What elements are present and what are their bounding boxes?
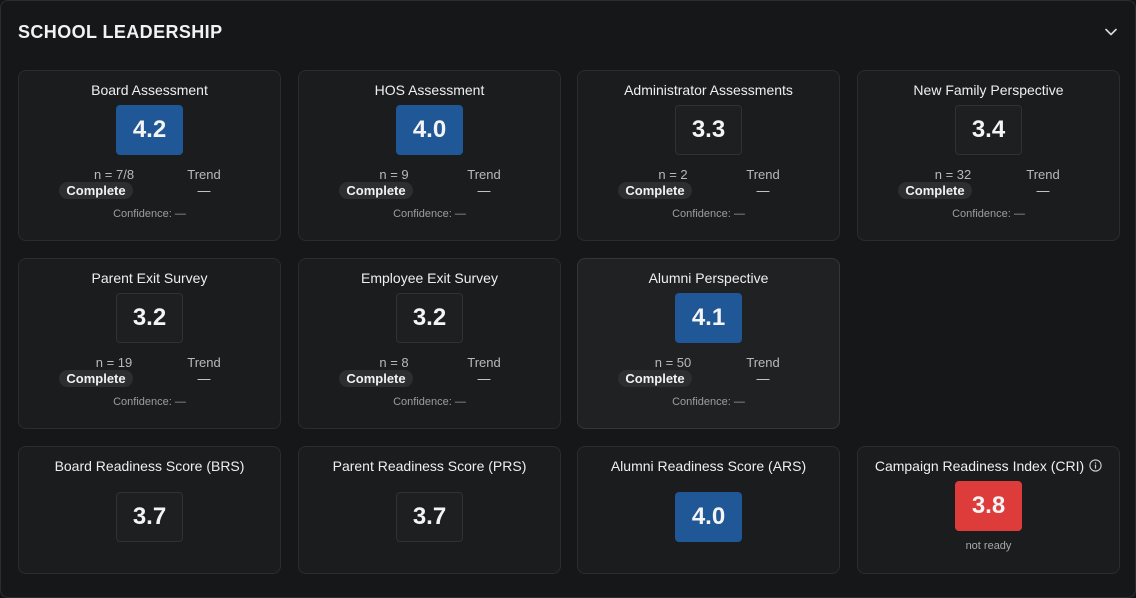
card-title: New Family Perspective <box>913 82 1064 98</box>
trend-value: — <box>197 183 211 198</box>
metric-card-hos-assessment[interactable]: HOS Assessment 4.0 n = 9 Trend Complete … <box>298 70 561 241</box>
readiness-card-prs[interactable]: Parent Readiness Score (PRS) 3.7 <box>298 446 561 574</box>
metric-card-alumni-perspective[interactable]: Alumni Perspective 4.1 n = 50 Trend Comp… <box>577 258 840 429</box>
card-title-row: Campaign Readiness Index (CRI) <box>858 458 1119 474</box>
card-title: Campaign Readiness Index (CRI) <box>874 458 1085 474</box>
sample-size: n = 50 <box>654 355 692 370</box>
score-badge: 4.0 <box>675 492 742 542</box>
trend-label: Trend <box>746 167 780 182</box>
score-badge: 3.2 <box>396 293 463 343</box>
trend-label: Trend <box>746 355 780 370</box>
sample-size: n = 8 <box>379 355 409 370</box>
readiness-status: not ready <box>965 540 1012 552</box>
card-title: Board Assessment <box>91 82 208 98</box>
trend-value: — <box>756 183 770 198</box>
trend-label: Trend <box>187 167 221 182</box>
confidence-label: Confidence: — <box>113 208 186 220</box>
confidence-label: Confidence: — <box>393 208 466 220</box>
card-title: Board Readiness Score (BRS) <box>54 458 245 474</box>
collapse-button[interactable] <box>1102 23 1120 41</box>
status-badge: Complete <box>618 370 692 387</box>
score-badge: 3.2 <box>116 293 183 343</box>
info-icon[interactable] <box>1089 459 1102 472</box>
confidence-label: Confidence: — <box>113 396 186 408</box>
score-badge: 3.3 <box>675 105 742 155</box>
sample-size: n = 19 <box>95 355 133 370</box>
score-badge: 4.0 <box>396 105 463 155</box>
sample-size: n = 2 <box>658 167 688 182</box>
trend-label: Trend <box>467 355 501 370</box>
status-badge: Complete <box>618 182 692 199</box>
trend-value: — <box>1036 183 1050 198</box>
status-badge: Complete <box>898 182 972 199</box>
sample-size: n = 7/8 <box>93 167 135 182</box>
trend-label: Trend <box>1026 167 1060 182</box>
metric-card-employee-exit-survey[interactable]: Employee Exit Survey 3.2 n = 8 Trend Com… <box>298 258 561 429</box>
trend-value: — <box>756 371 770 386</box>
score-badge: 4.2 <box>116 105 183 155</box>
score-badge: 3.7 <box>116 492 183 542</box>
card-title: Parent Readiness Score (PRS) <box>332 458 527 474</box>
card-title: Alumni Readiness Score (ARS) <box>610 458 807 474</box>
score-badge: 4.1 <box>675 293 742 343</box>
metric-card-parent-exit-survey[interactable]: Parent Exit Survey 3.2 n = 19 Trend Comp… <box>18 258 281 429</box>
card-title: HOS Assessment <box>374 82 485 98</box>
confidence-label: Confidence: — <box>952 208 1025 220</box>
readiness-card-ars[interactable]: Alumni Readiness Score (ARS) 4.0 <box>577 446 840 574</box>
readiness-card-cri[interactable]: Campaign Readiness Index (CRI) 3.8 not r… <box>857 446 1120 574</box>
chevron-down-icon <box>1105 28 1117 36</box>
score-badge: 3.4 <box>955 105 1022 155</box>
panel-title: SCHOOL LEADERSHIP <box>18 22 223 42</box>
card-title: Alumni Perspective <box>648 270 769 286</box>
trend-value: — <box>477 371 491 386</box>
confidence-label: Confidence: — <box>672 208 745 220</box>
sample-size: n = 32 <box>934 167 972 182</box>
status-badge: Complete <box>339 182 413 199</box>
confidence-label: Confidence: — <box>393 396 466 408</box>
card-title: Parent Exit Survey <box>91 270 208 286</box>
trend-value: — <box>197 371 211 386</box>
card-title: Employee Exit Survey <box>361 270 498 286</box>
metric-card-board-assessment[interactable]: Board Assessment 4.2 n = 7/8 Trend Compl… <box>18 70 281 241</box>
confidence-label: Confidence: — <box>672 396 745 408</box>
trend-value: — <box>477 183 491 198</box>
metric-card-new-family-perspective[interactable]: New Family Perspective 3.4 n = 32 Trend … <box>857 70 1120 241</box>
status-badge: Complete <box>339 370 413 387</box>
readiness-card-brs[interactable]: Board Readiness Score (BRS) 3.7 <box>18 446 281 574</box>
trend-label: Trend <box>467 167 501 182</box>
metric-card-administrator-assessments[interactable]: Administrator Assessments 3.3 n = 2 Tren… <box>577 70 840 241</box>
sample-size: n = 9 <box>379 167 409 182</box>
trend-label: Trend <box>187 355 221 370</box>
score-badge: 3.7 <box>396 492 463 542</box>
status-badge: Complete <box>59 182 133 199</box>
score-badge: 3.8 <box>955 481 1022 531</box>
card-title: Administrator Assessments <box>624 82 793 98</box>
status-badge: Complete <box>59 370 133 387</box>
